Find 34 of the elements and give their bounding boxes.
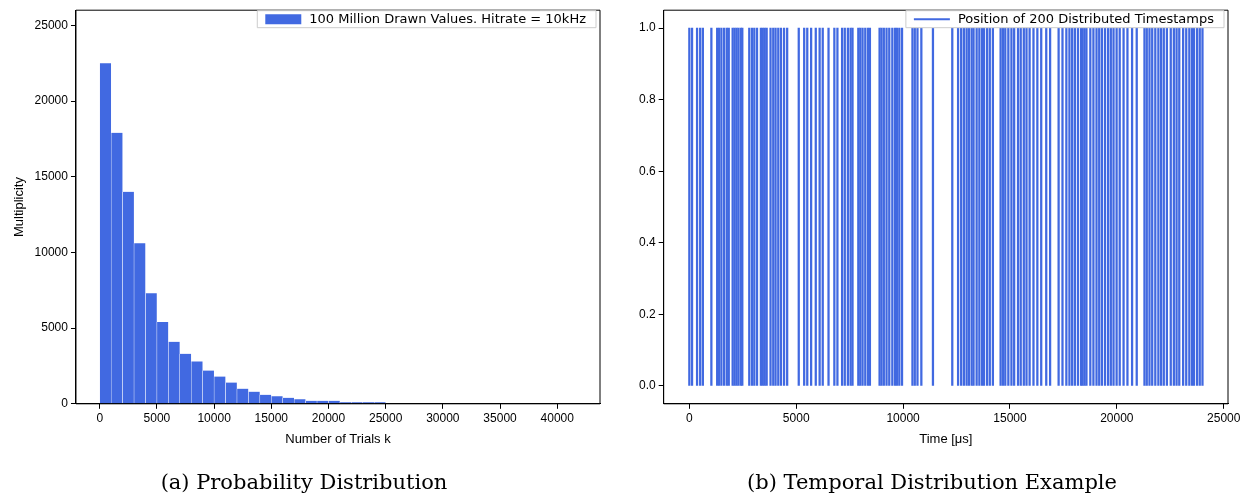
x-tick-label: 25000	[1207, 411, 1241, 426]
x-tick-label: 25000	[368, 411, 403, 426]
x-axis-title: Number of Trials k	[285, 430, 392, 446]
x-axis-title: Time [μs]	[919, 430, 973, 446]
x-tick-label: 5000	[143, 411, 171, 426]
y-axis-title: Multiplicity	[11, 176, 27, 237]
y-tick-label: 15000	[34, 169, 69, 184]
y-tick-label: 25000	[34, 17, 69, 32]
y-tick-label: 0.8	[638, 91, 656, 106]
x-tick-label: 0	[96, 411, 104, 426]
text: (b) Temporal Distribution Example	[747, 469, 1117, 494]
x-tick-label: 20000	[311, 411, 346, 426]
x-tick-label: 0	[685, 411, 693, 426]
y-tick-label: 5000	[41, 320, 69, 335]
legend-label: 100 Million Drawn Values. Hitrate = 10kHz	[309, 11, 587, 27]
y-tick-label: 0.6	[638, 163, 656, 178]
x-tick-label: 10000	[197, 411, 232, 426]
x-tick-label: 20000	[1100, 411, 1134, 426]
x-tick-label: 10000	[886, 411, 921, 426]
legend-label: Position of 200 Distributed Timestamps	[957, 11, 1215, 27]
y-tick-label: 0.4	[638, 235, 656, 250]
x-tick-label: 35000	[483, 411, 518, 426]
x-tick-label: 15000	[254, 411, 289, 426]
y-tick-label: 0.2	[638, 306, 656, 321]
text: (a) Probability Distribution	[160, 469, 448, 494]
y-tick-label: 0	[61, 396, 69, 411]
x-tick-label: 15000	[993, 411, 1027, 426]
y-tick-label: 0.0	[638, 378, 656, 393]
x-tick-label: 30000	[426, 411, 460, 426]
x-tick-label: 40000	[540, 411, 575, 426]
y-tick-label: 20000	[34, 93, 69, 108]
x-tick-label: 5000	[782, 411, 810, 426]
y-tick-label: 10000	[34, 244, 69, 259]
y-tick-label: 1.0	[638, 20, 656, 35]
